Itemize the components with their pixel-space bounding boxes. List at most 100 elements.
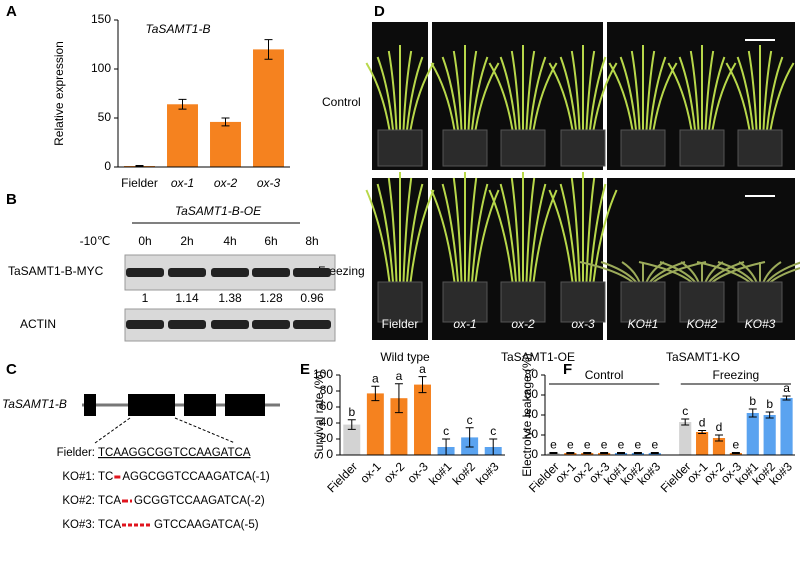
y-tick-label: 0	[531, 447, 538, 461]
significance: c	[443, 424, 449, 438]
leaf	[589, 183, 607, 283]
leaf	[570, 50, 581, 131]
y-tick-label: 80	[320, 383, 334, 397]
leaf	[525, 50, 536, 131]
band	[252, 268, 290, 277]
leaf	[600, 261, 637, 283]
leaf	[474, 62, 500, 131]
leaf	[619, 56, 637, 131]
leaf	[488, 62, 514, 131]
leaf	[510, 50, 521, 131]
group-label: Control	[585, 368, 624, 382]
blot-time: 4h	[223, 234, 236, 248]
leaf	[525, 177, 536, 283]
bar	[343, 424, 361, 455]
seq-label: KO#1:	[62, 471, 95, 483]
leaf	[430, 62, 456, 131]
y-tick-label: 0	[326, 447, 333, 461]
exon	[184, 394, 216, 416]
leaf	[769, 62, 795, 131]
zoom-line	[94, 417, 131, 444]
x-tick-label: ox-1	[357, 459, 384, 486]
bar	[780, 398, 793, 455]
leaf	[585, 177, 596, 283]
blot-time: 8h	[305, 234, 318, 248]
bar	[366, 393, 384, 455]
line-label: Fielder	[382, 317, 419, 331]
panel-letter: C	[6, 361, 17, 378]
blot-quantity: 0.96	[300, 291, 324, 305]
group-label: Wild type	[380, 350, 430, 364]
significance: e	[651, 438, 658, 452]
error-bar	[347, 419, 356, 430]
pot	[679, 281, 725, 323]
pot	[737, 281, 783, 323]
seq: TC	[98, 471, 113, 483]
blot-time: 0h	[138, 234, 151, 248]
leaf	[738, 261, 758, 283]
significance: e	[550, 438, 557, 452]
panel-letter: B	[6, 191, 17, 208]
leaf	[585, 50, 596, 131]
leaf	[592, 189, 618, 283]
line-label: KO#1	[628, 317, 659, 331]
leaf	[510, 177, 521, 283]
leaf	[402, 177, 413, 283]
y-tick-label: 100	[91, 61, 111, 75]
significance: c	[682, 404, 688, 418]
leaf	[645, 50, 656, 131]
bar	[390, 398, 408, 455]
leaf	[529, 56, 547, 131]
exon	[225, 394, 265, 416]
leaf	[499, 183, 517, 283]
leaf	[488, 189, 514, 283]
error-bar	[264, 39, 273, 60]
leaf	[621, 261, 641, 283]
blot-time: 2h	[180, 234, 193, 248]
x-tick-label: ko#2	[450, 459, 479, 488]
leaf	[736, 56, 754, 131]
pot	[560, 129, 606, 167]
leaf	[678, 56, 696, 131]
leaf	[608, 62, 634, 131]
leaf	[630, 50, 641, 131]
error-bar	[650, 452, 659, 454]
seq-label: KO#2:	[62, 495, 95, 507]
seq-label: Fielder:	[57, 447, 95, 459]
x-tick-label: ox-2	[381, 459, 408, 486]
leaf	[406, 56, 424, 131]
seq: GCGGTCCAAGATCA(-2)	[134, 495, 265, 507]
seq: GTCCAAGATCA(-5)	[154, 519, 259, 531]
pot	[560, 281, 606, 323]
y-tick-label: 60	[320, 399, 334, 413]
line-label: ox-3	[571, 317, 595, 331]
y-tick-label: 40	[525, 407, 539, 421]
significance: b	[766, 397, 773, 411]
x-tick-label: ox-3	[404, 459, 431, 486]
significance: e	[635, 438, 642, 452]
leaf	[667, 62, 693, 131]
error-bar	[714, 434, 723, 442]
gene-name: TaSAMT1-B	[2, 397, 67, 411]
error-bar	[178, 98, 187, 110]
blot-control: ACTIN	[20, 317, 56, 331]
pot	[442, 281, 488, 323]
significance: d	[716, 420, 723, 434]
y-tick-label: 20	[525, 427, 539, 441]
panel-letter: F	[563, 361, 572, 378]
y-tick-label: 40	[320, 415, 334, 429]
x-tick-label: Fielder	[121, 176, 158, 190]
leaf	[471, 183, 489, 283]
exon	[128, 394, 175, 416]
leaf	[638, 261, 693, 283]
significance: b	[749, 394, 756, 408]
band	[126, 320, 164, 329]
leaf	[376, 183, 394, 283]
band	[126, 268, 164, 277]
bar	[679, 422, 692, 455]
chart-title: TaSAMT1-B	[146, 22, 211, 36]
x-tick-label: ox-3	[257, 176, 281, 190]
error-bar	[549, 452, 558, 454]
panel-letter: A	[6, 3, 17, 20]
